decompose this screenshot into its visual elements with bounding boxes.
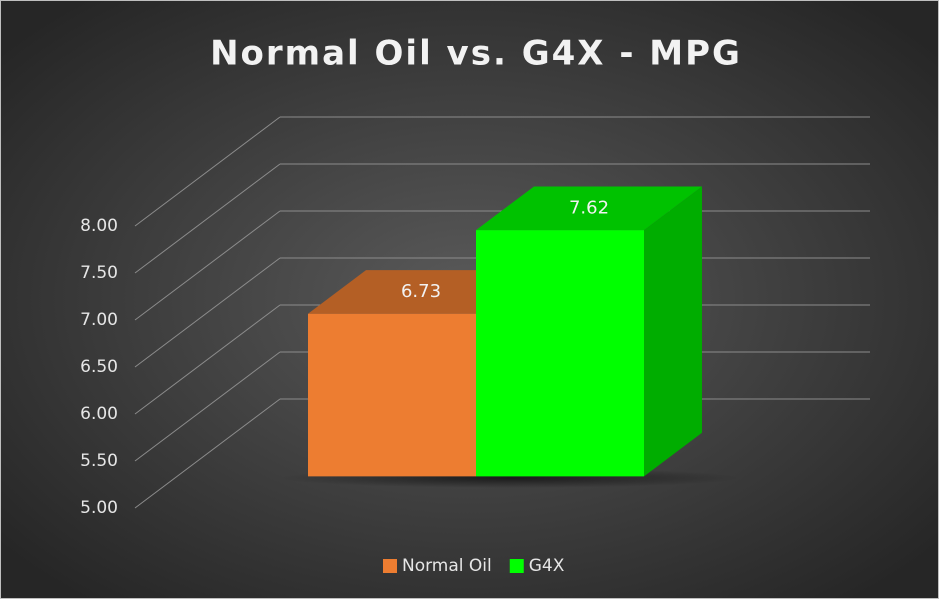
grid-diagonal [134, 304, 281, 415]
legend-swatch [509, 559, 524, 573]
legend-label: Normal Oil [402, 556, 492, 576]
grid-diagonal [134, 351, 281, 462]
y-tick-label: 5.50 [80, 451, 118, 471]
y-tick-label: 8.00 [80, 216, 118, 236]
bar-top [476, 186, 702, 231]
grid-diagonal [134, 210, 281, 321]
y-tick-label: 5.00 [80, 498, 118, 518]
y-tick-label: 6.00 [80, 404, 118, 424]
grid-diagonal [134, 116, 281, 227]
y-tick-label: 7.00 [80, 310, 118, 330]
y-tick-label: 6.50 [80, 357, 118, 377]
bar-front [308, 313, 476, 477]
y-tick-label: 7.50 [80, 263, 118, 283]
bar-side [644, 186, 702, 477]
grid-diagonal [134, 398, 281, 509]
grid [134, 163, 870, 274]
chart-title: Normal Oil vs. G4X - MPG [210, 34, 742, 74]
legend-swatch [383, 559, 397, 573]
grid-diagonal [134, 257, 281, 368]
data-label: 6.73 [401, 281, 441, 302]
grid [134, 116, 870, 227]
data-label: 7.62 [569, 197, 609, 218]
grid-diagonal [134, 163, 281, 274]
legend-label: G4X [529, 556, 565, 576]
bar-front [476, 230, 644, 477]
